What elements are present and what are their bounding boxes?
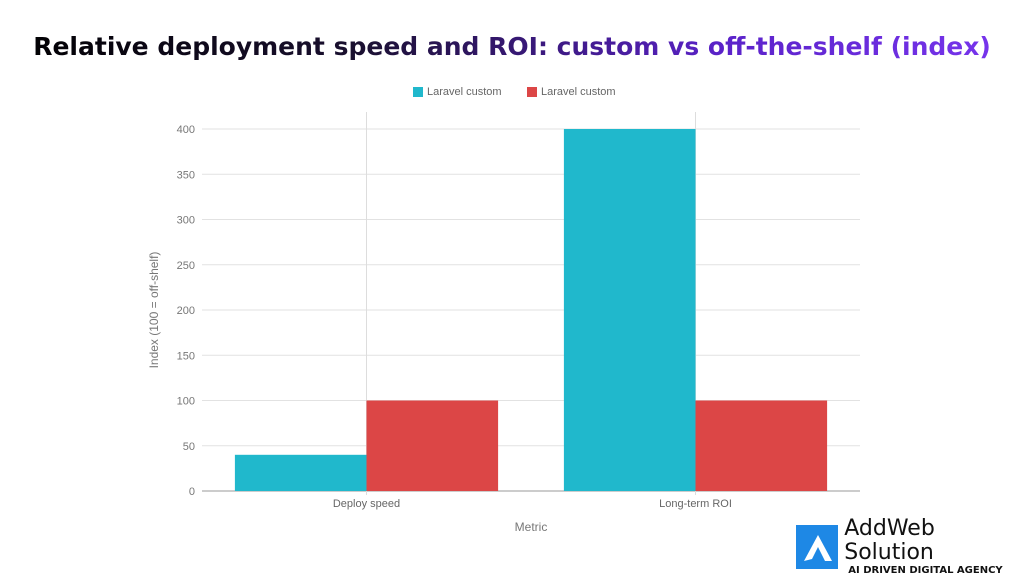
legend-swatch [413,87,423,97]
bar [234,454,367,491]
y-tick-label: 300 [177,215,195,227]
y-tick-label: 50 [183,441,195,453]
legend-swatch [527,87,537,97]
x-axis-label: Metric [515,520,548,534]
y-tick-label: 0 [189,486,195,498]
logo-name: AddWeb Solution [844,516,935,565]
logo-mark-icon [796,524,839,569]
legend-label: Laravel custom [541,86,616,98]
x-tick-label: Deploy speed [333,498,400,510]
y-tick-label: 250 [177,260,195,272]
x-tick-label: Long-term ROI [659,498,732,510]
bar [695,400,828,491]
chart-title: Relative deployment speed and ROI: custo… [0,32,1024,61]
bar [563,129,696,491]
y-tick-label: 200 [177,305,195,317]
y-tick-label: 100 [177,396,195,408]
y-tick-label: 400 [177,124,195,136]
bar [366,400,499,491]
logo-tagline: AI DRIVEN DIGITAL AGENCY [848,565,1003,576]
legend-item-2: Laravel custom [527,86,616,98]
y-tick-label: 150 [177,350,195,362]
legend-item-1: Laravel custom [413,86,502,98]
legend-label: Laravel custom [427,86,502,98]
y-axis-label: Index (100 = off-shelf) [147,252,161,369]
addweb-logo: AddWeb Solution AI DRIVEN DIGITAL AGENCY [796,517,1024,576]
y-tick-label: 350 [177,169,195,181]
